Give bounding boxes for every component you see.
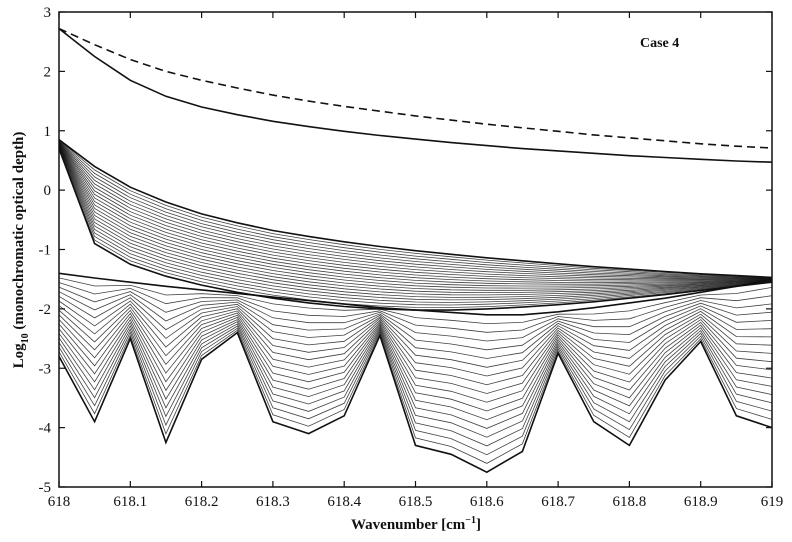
y-axis: -5 -4 -3 -2 -1 0 1 2 3 [39,5,772,496]
middle-bundle-line-14 [58,145,773,291]
x-tick-label: 618 [48,494,71,510]
case-annotation: Case 4 [640,36,679,51]
middle-bundle-line-18 [58,146,773,301]
y-tick-label: 0 [44,183,52,199]
middle-bundle-line-4 [58,141,773,279]
y-tick-label: -4 [39,421,52,437]
middle-bundle-line-8 [58,142,773,281]
y-axis-title: Log10 (monochromatic optical depth) [11,132,31,369]
lower-bundle-line-4 [58,291,773,351]
x-tick-label: 618.5 [399,494,433,510]
lower-bundle-line-9 [58,309,773,394]
lower-bundle-line-15 [58,325,773,447]
x-tick-label: 618.9 [684,494,718,510]
lower-bundle-line-2 [58,282,773,333]
middle-bundle-line-16 [58,145,773,296]
lower-bundle-line-3 [58,286,773,342]
series-line-3 [58,139,773,279]
middle-bundle-line-10 [58,143,773,284]
middle-bundle-line-13 [58,144,773,289]
middle-bundle-line-5 [58,141,773,279]
x-tick-label: 619 [761,494,784,510]
x-tick-label: 618.8 [613,494,647,510]
middle-bundle-line-19 [58,147,773,303]
middle-bundle-line-12 [58,144,773,287]
lower-bundle-line-8 [58,306,773,386]
lower-bundle-line-17 [58,329,773,464]
lower-bundle-line-10 [58,312,773,403]
y-tick-label: 2 [44,64,52,80]
middle-bundle-line-21 [58,148,773,308]
middle-bundle-line-2 [58,140,773,279]
middle-bundle-line-20 [58,147,773,306]
middle-bundle-line-6 [58,141,773,280]
lower-bundle-line-12 [58,319,773,421]
x-axis: 618 618.1 618.2 618.3 618.4 618.5 618.6 618.7 61… [48,12,784,510]
curve-layer [58,27,773,474]
middle-bundle-line-15 [58,145,773,294]
middle-bundle-line-17 [58,146,773,298]
middle-bundle-line-9 [58,143,773,282]
middle-bundle-line-3 [58,140,773,279]
y-tick-label: -5 [39,480,52,496]
lower-bundle-line-5 [58,295,773,359]
middle-bundle-line-1 [58,139,773,278]
y-tick-label: -1 [39,243,52,259]
x-tick-label: 618.6 [470,494,504,510]
lower-bundle-line-11 [58,315,773,412]
lower-bundle-line-14 [58,323,773,438]
lower-bundle-line-1 [58,277,773,325]
y-tick-label: -2 [39,302,52,318]
y-tick-label: -3 [39,361,52,377]
lower-bundle-line-16 [58,327,773,456]
lower-bundle-line-6 [58,300,773,368]
y-tick-label: 1 [44,124,52,140]
x-tick-label: 618.3 [256,494,290,510]
middle-bundle-line-11 [58,143,773,285]
lower-bundle-line-13 [58,321,773,429]
series-line-6 [58,331,773,474]
y-tick-label: 3 [44,5,52,21]
x-tick-label: 618.1 [113,494,147,510]
lower-bundle-line-7 [58,303,773,377]
x-tick-label: 618.7 [541,494,575,510]
x-axis-title: Wavenumber [cm−1] [351,515,481,533]
series-line-5 [58,272,773,316]
middle-bundle-line-7 [58,142,773,280]
series-line-2 [58,27,773,163]
x-tick-label: 618.4 [327,494,361,510]
x-tick-label: 618.2 [185,494,219,510]
series-line-1 [58,27,773,149]
